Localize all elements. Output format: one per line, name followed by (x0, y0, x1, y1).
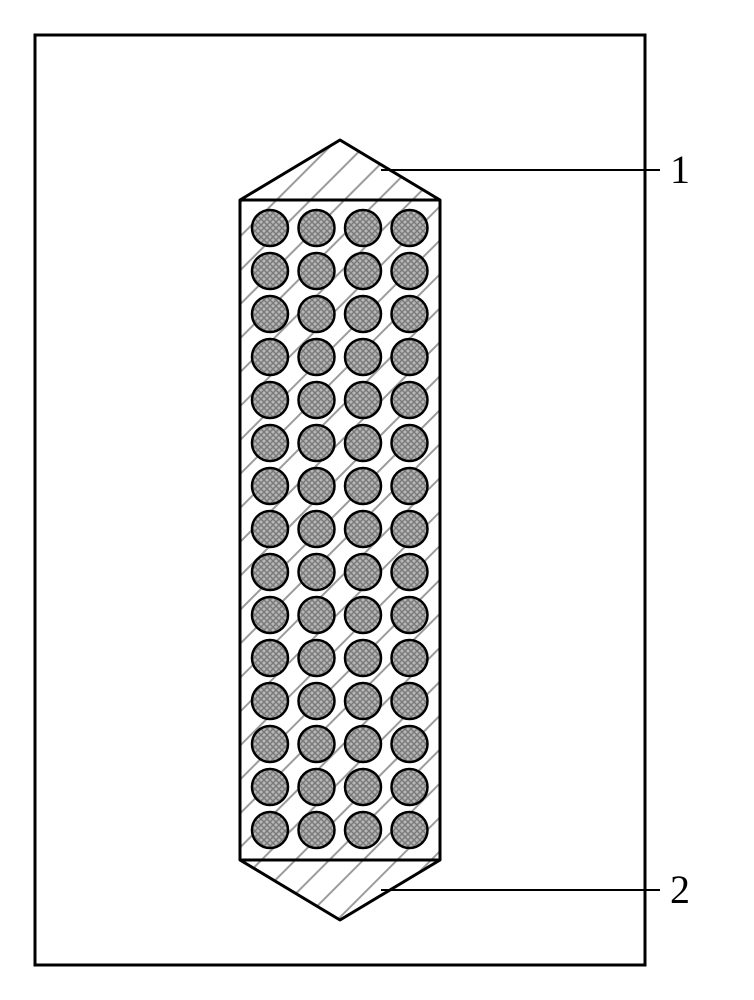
diagram-stage: 1 2 (0, 0, 754, 1000)
packed-circle (392, 253, 428, 289)
packed-circle (392, 769, 428, 805)
callout-label-2: 2 (670, 866, 690, 913)
packed-circle (345, 210, 381, 246)
packed-circle (392, 339, 428, 375)
packed-circle (345, 511, 381, 547)
packed-circle (392, 597, 428, 633)
packed-circle (392, 296, 428, 332)
packed-circle (252, 769, 288, 805)
packed-circle (252, 425, 288, 461)
packed-circle (345, 253, 381, 289)
callout-label-1: 1 (670, 146, 690, 193)
packed-circle (252, 597, 288, 633)
packed-circle (299, 339, 335, 375)
packed-circle (299, 726, 335, 762)
packed-circle (345, 425, 381, 461)
packed-circle (392, 382, 428, 418)
packed-circle (392, 511, 428, 547)
packed-circle (392, 425, 428, 461)
packed-circle (345, 769, 381, 805)
packed-circle (299, 597, 335, 633)
packed-circle (345, 296, 381, 332)
packed-circle (252, 210, 288, 246)
packed-circle (345, 554, 381, 590)
packed-circle (392, 726, 428, 762)
packed-circle (252, 511, 288, 547)
packed-circle (299, 554, 335, 590)
packed-circle (299, 683, 335, 719)
packed-circle (252, 726, 288, 762)
packed-circle (252, 339, 288, 375)
diagram-svg (0, 0, 754, 1000)
packed-circle (299, 382, 335, 418)
packed-circle (299, 296, 335, 332)
packed-circle (345, 683, 381, 719)
packed-circle (252, 382, 288, 418)
packed-circle (299, 253, 335, 289)
packed-circle (252, 554, 288, 590)
packed-circle (345, 468, 381, 504)
packed-circle (252, 640, 288, 676)
packed-circle (252, 468, 288, 504)
packed-circle (345, 640, 381, 676)
packed-circle (392, 683, 428, 719)
packed-circle (299, 812, 335, 848)
packed-circle (345, 382, 381, 418)
packed-circle (392, 468, 428, 504)
packed-circle (392, 210, 428, 246)
packed-circle (299, 511, 335, 547)
capsule-hatch (230, 130, 450, 930)
packed-circle (392, 640, 428, 676)
packed-circle (299, 210, 335, 246)
packed-circle (392, 554, 428, 590)
packed-circle (299, 468, 335, 504)
packed-circle (392, 812, 428, 848)
packed-circle (299, 425, 335, 461)
packed-circle (252, 296, 288, 332)
packed-circle (345, 597, 381, 633)
packed-circle (345, 726, 381, 762)
packed-circle (299, 769, 335, 805)
packed-circle (345, 339, 381, 375)
packed-circle (252, 253, 288, 289)
packed-circle (252, 683, 288, 719)
packed-circle (299, 640, 335, 676)
packed-circle (252, 812, 288, 848)
packed-circle (345, 812, 381, 848)
